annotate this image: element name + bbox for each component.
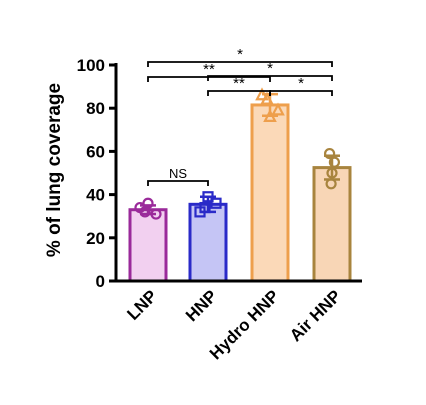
significance-bracket [207,75,333,81]
data-point [255,87,269,101]
data-point [325,178,337,190]
y-axis-title: % of lung coverage [44,83,65,257]
significance-label: ** [233,75,245,92]
y-tick-label: 80 [86,99,105,118]
data-point [150,208,162,220]
bar [250,103,290,283]
data-point [263,108,277,122]
data-point [328,156,340,168]
data-point [139,206,151,218]
significance-bracket [147,61,333,67]
significance-bracket [269,90,333,96]
data-point [326,167,338,179]
y-tick-label: 100 [77,56,105,75]
data-point [202,191,214,203]
significance-label: NS [169,166,187,181]
data-point [260,91,274,105]
y-tick-label: 0 [96,272,105,291]
data-point [210,197,222,209]
x-tick-label: LNP [123,286,160,323]
data-point [271,102,285,116]
data-point [199,201,211,214]
x-tick-label: Air HNP [286,286,345,345]
significance-label: * [298,75,304,92]
x-tick-label: HNP [182,286,221,325]
significance-bracket [147,180,209,186]
bar [128,208,168,283]
y-tick-label: 20 [86,229,105,248]
significance-label: * [237,46,243,63]
y-tick-label: 40 [86,186,105,205]
y-tick-label: 60 [86,142,105,161]
data-point [324,147,336,160]
significance-bracket [147,76,271,82]
bar [312,166,352,283]
significance-label: ** [203,61,215,78]
significance-label: * [267,60,273,77]
